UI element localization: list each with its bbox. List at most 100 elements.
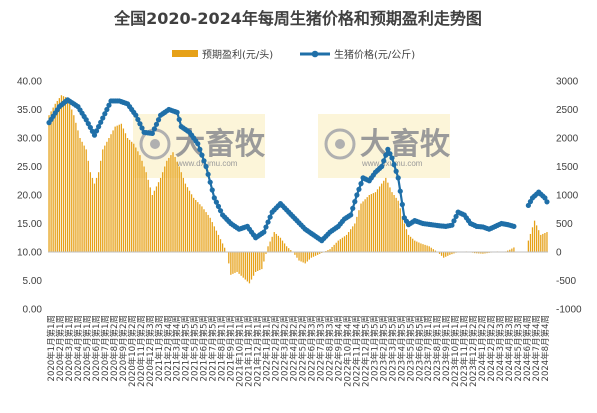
watermark-logo-dot <box>150 139 160 149</box>
profit-bar <box>203 209 205 252</box>
profit-bar <box>507 250 509 252</box>
profit-bar <box>294 252 296 255</box>
x-tick-label: 2021年3月第4周 <box>172 315 183 381</box>
profit-bar <box>440 252 443 256</box>
left-tick-label: 5.00 <box>23 276 43 287</box>
profit-bar <box>480 252 482 254</box>
price-point <box>155 117 162 123</box>
right-tick-label: 500 <box>556 219 573 230</box>
right-tick-label: -1000 <box>556 305 582 316</box>
profit-bar <box>48 115 50 252</box>
watermark-text: 大畜牧 <box>360 127 451 162</box>
x-tick-label: 2023年5月第5周 <box>405 315 416 381</box>
profit-bar <box>389 187 391 252</box>
profit-bar <box>449 252 451 255</box>
profit-bar <box>50 111 52 253</box>
left-tick-label: 40.00 <box>17 77 42 88</box>
x-tick-label: 2024年4月第3周 <box>504 315 515 381</box>
x-tick-label: 2021年12月第1周 <box>253 315 264 387</box>
x-tick-label: 2022年12月第5周 <box>360 315 371 387</box>
profit-bar <box>360 203 362 252</box>
profit-bar <box>93 183 96 252</box>
profit-bar <box>71 109 73 252</box>
profit-bar <box>60 95 63 252</box>
price-point <box>395 175 401 181</box>
profit-bar <box>190 194 193 252</box>
x-tick-label: 2022年9月第4周 <box>333 315 344 381</box>
profit-bar <box>395 197 397 252</box>
profit-bar <box>430 247 432 252</box>
profit-bar <box>352 226 354 252</box>
price-point <box>352 199 358 205</box>
profit-bar <box>193 197 195 252</box>
price-point <box>89 128 96 134</box>
profit-bar <box>58 98 60 252</box>
profit-bar <box>341 237 344 252</box>
legend-label-price: 生猪价格(元/公斤) <box>334 48 415 61</box>
profit-bar <box>486 252 488 254</box>
chart-title: 全国2020-2024年每周生猪价格和预期盈利走势图 <box>113 9 482 28</box>
profit-bar <box>397 200 399 252</box>
profit-bar <box>308 252 310 260</box>
profit-bar <box>544 233 546 252</box>
profit-bar <box>155 186 158 252</box>
watermark-logo-icon <box>324 128 356 160</box>
price-point <box>135 116 141 123</box>
profit-bar <box>329 249 331 252</box>
profit-bar <box>75 122 77 252</box>
profit-bar <box>414 240 416 252</box>
price-point <box>391 162 397 168</box>
price-line-series <box>46 97 550 244</box>
price-point <box>358 181 364 187</box>
profit-bar <box>215 230 218 253</box>
profit-bar <box>372 193 375 252</box>
x-tick-label: 2023年7月第1周 <box>423 315 434 381</box>
left-tick-label: 20.00 <box>17 191 42 202</box>
profit-bar <box>81 141 83 252</box>
profit-bar <box>195 199 197 252</box>
price-point <box>263 224 269 230</box>
profit-bar <box>205 212 207 252</box>
profit-bar <box>316 252 319 255</box>
profit-bar <box>137 151 139 252</box>
left-tick-label: 15.00 <box>17 219 42 230</box>
profit-bar <box>112 130 114 252</box>
profit-bar <box>273 232 275 252</box>
profit-bar <box>511 248 513 252</box>
profit-bar <box>424 244 426 253</box>
profit-bar <box>153 190 156 252</box>
price-point <box>261 229 267 235</box>
profit-bar <box>219 239 222 252</box>
x-tick-label: 2021年11月第1周 <box>244 315 255 387</box>
profit-bar <box>403 223 406 252</box>
price-point <box>350 205 356 211</box>
x-tick-label: 2020年11月第2周 <box>136 315 147 387</box>
profit-bar <box>217 234 220 252</box>
profit-bar <box>401 215 403 252</box>
profit-bar <box>164 166 166 252</box>
profit-bar <box>240 252 242 276</box>
x-tick-label: 2021年2月第4周 <box>163 315 174 381</box>
profit-bar <box>383 180 385 252</box>
profit-bar <box>91 177 94 252</box>
price-point <box>100 115 106 121</box>
profit-bar <box>56 100 58 252</box>
profit-bar <box>447 252 449 256</box>
price-point <box>174 109 180 115</box>
profit-bar <box>319 252 321 254</box>
left-tick-label: 30.00 <box>17 134 42 145</box>
price-point <box>98 119 104 125</box>
profit-bar <box>250 252 253 280</box>
profit-bar <box>255 252 257 272</box>
price-point <box>383 152 389 158</box>
price-point <box>265 219 271 225</box>
profit-bar <box>52 107 54 252</box>
price-point <box>96 124 102 130</box>
profit-bar <box>333 244 335 253</box>
profit-bar <box>350 229 352 252</box>
profit-bar <box>184 183 187 252</box>
price-point <box>195 141 201 147</box>
x-tick-label: 2021年8月第1周 <box>217 315 228 381</box>
profit-bar <box>224 247 226 252</box>
x-tick-label: 2022年6月第3周 <box>307 315 318 381</box>
